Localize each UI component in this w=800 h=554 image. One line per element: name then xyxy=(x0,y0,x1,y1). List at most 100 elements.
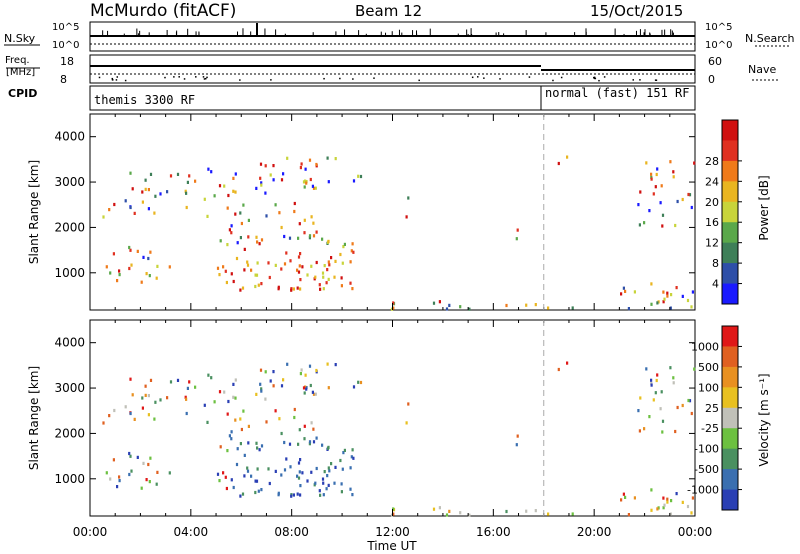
echo-cell xyxy=(300,368,303,372)
echo-cell xyxy=(405,421,408,425)
velocity-colorbar: 1000 500 100 25 -25 -100 -500 -1000 xyxy=(687,325,742,511)
echo-cell xyxy=(624,289,627,293)
echo-cell xyxy=(147,462,150,467)
echo-cell xyxy=(505,509,508,514)
echo-cell xyxy=(147,413,150,417)
echo-cell xyxy=(341,467,344,471)
echo-cell xyxy=(260,183,263,187)
echo-cell xyxy=(136,455,139,459)
echo-cell xyxy=(185,411,188,416)
echo-cell xyxy=(352,250,355,254)
echo-cell xyxy=(207,167,210,171)
echo-cell xyxy=(303,185,306,189)
freq-hi-label: 18 xyxy=(60,55,74,68)
echo-cell xyxy=(124,199,127,203)
echo-cell xyxy=(327,180,330,184)
echo-cell xyxy=(645,367,648,371)
echo-cell xyxy=(116,279,119,283)
echo-cell xyxy=(302,386,306,390)
echo-cell xyxy=(351,242,354,246)
echo-cell xyxy=(322,275,325,279)
echo-cell xyxy=(299,287,302,291)
echo-cell xyxy=(319,287,322,291)
echo-cell xyxy=(299,493,302,497)
echo-cell xyxy=(259,382,262,386)
echo-cell xyxy=(302,180,306,184)
velocity-xticks xyxy=(89,320,696,516)
echo-cell xyxy=(265,214,268,218)
echo-cell xyxy=(315,162,318,167)
echo-cell xyxy=(303,424,306,428)
echo-cell xyxy=(243,474,246,478)
echo-cell xyxy=(144,393,147,397)
echo-cell xyxy=(675,492,678,496)
echo-cell xyxy=(304,167,307,171)
echo-cell xyxy=(260,181,263,185)
echo-cell xyxy=(650,302,653,306)
echo-cell xyxy=(571,306,574,310)
echo-cell xyxy=(285,251,288,255)
echo-cell xyxy=(298,428,301,432)
echo-cell xyxy=(203,197,206,201)
echo-cell xyxy=(234,190,237,194)
echo-cell xyxy=(334,259,337,263)
echo-cell xyxy=(327,277,330,281)
echo-cell xyxy=(666,497,669,501)
echo-cell xyxy=(255,235,258,239)
power-yticks: 1000 2000 3000 4000 xyxy=(54,130,695,280)
echo-cell xyxy=(637,203,640,207)
echo-cell xyxy=(147,207,150,211)
echo-cell xyxy=(690,511,693,515)
echo-cell xyxy=(334,363,337,367)
echo-cell xyxy=(326,362,329,366)
echo-cell xyxy=(228,228,231,232)
echo-cell xyxy=(218,390,222,394)
colorbar-segment xyxy=(722,242,738,264)
power-colorbar: 4 8 12 16 20 24 28 xyxy=(705,119,742,305)
echo-cell xyxy=(129,248,132,252)
echo-cell xyxy=(289,465,292,469)
echo-cell xyxy=(296,268,299,272)
echo-cell xyxy=(226,206,229,210)
echo-cell xyxy=(232,395,235,399)
echo-cell xyxy=(297,270,301,274)
colorbar-tick-label: 25 xyxy=(705,402,719,415)
echo-cell xyxy=(448,303,451,307)
nsearch-lo-label: 10^0 xyxy=(705,40,732,51)
echo-cell xyxy=(516,434,519,438)
echo-cell xyxy=(124,405,127,409)
echo-cell xyxy=(156,264,159,268)
echo-cell xyxy=(145,272,148,276)
echo-cell xyxy=(128,266,131,271)
echo-cell xyxy=(274,409,277,413)
echo-cell xyxy=(268,275,271,280)
echo-cell xyxy=(325,487,328,491)
echo-cell xyxy=(299,252,302,256)
colorbar-tick-label: 12 xyxy=(705,237,719,250)
echo-cell xyxy=(242,409,245,413)
echo-cell xyxy=(468,307,471,311)
echo-cell xyxy=(282,172,285,176)
echo-cell xyxy=(285,457,288,461)
echo-cell xyxy=(505,303,508,308)
echo-cell xyxy=(264,370,267,374)
echo-cell xyxy=(297,476,301,480)
echo-cell xyxy=(638,223,641,227)
echo-cell xyxy=(407,402,410,406)
echo-cell xyxy=(247,441,250,445)
echo-cell xyxy=(662,290,665,294)
echo-cell xyxy=(547,306,550,310)
echo-cell xyxy=(260,387,263,391)
echo-cell xyxy=(305,387,308,391)
echo-cell xyxy=(148,274,151,278)
echo-cell xyxy=(321,443,324,447)
y-tick-label: 2000 xyxy=(54,426,85,440)
echo-cell xyxy=(306,273,309,277)
echo-cell xyxy=(656,507,659,511)
echo-cell xyxy=(256,261,259,265)
echo-cell xyxy=(254,490,257,495)
echo-cell xyxy=(681,500,684,504)
echo-cell xyxy=(286,156,289,160)
echo-cell xyxy=(140,280,143,284)
echo-cell xyxy=(438,300,441,304)
